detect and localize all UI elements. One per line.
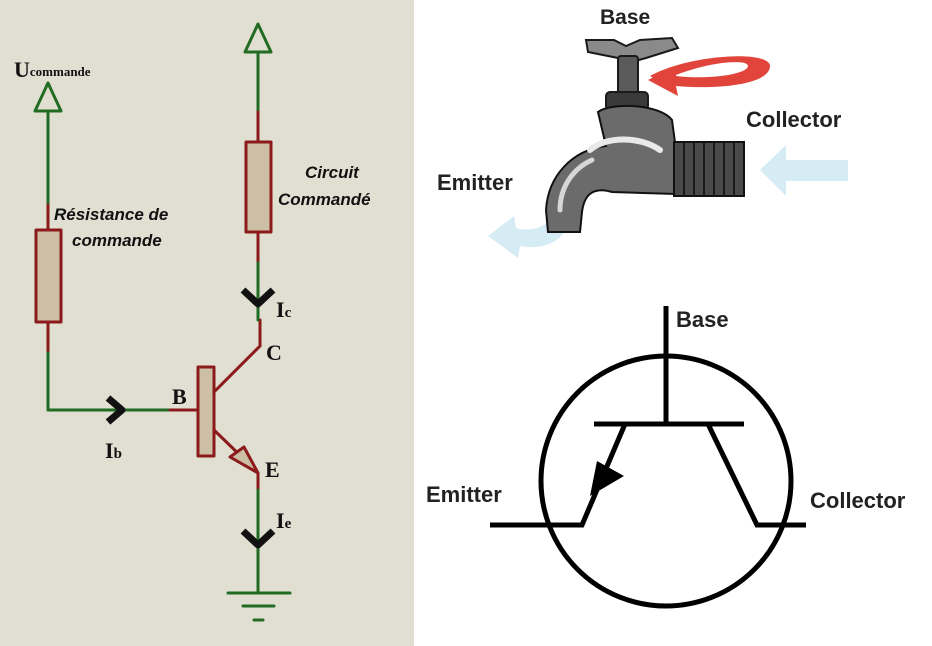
base-letter: B xyxy=(172,384,187,409)
resistor-label-line1: Résistance de xyxy=(54,205,168,224)
water-inflow-arrow-icon xyxy=(760,145,848,196)
ib-label: Ib xyxy=(105,438,122,463)
base-wire xyxy=(46,351,172,412)
ground-icon xyxy=(226,591,292,622)
ib-chevron-icon xyxy=(105,395,126,425)
faucet-body xyxy=(544,104,677,233)
transistor-symbol xyxy=(490,306,806,609)
rotation-arrow-icon xyxy=(648,56,770,96)
circuit-schematic xyxy=(33,22,292,622)
faucet-thread xyxy=(673,141,745,197)
emitter-arrow-icon xyxy=(228,445,260,475)
symbol-emitter-label: Emitter xyxy=(426,482,502,507)
collector-diagonal xyxy=(212,344,262,394)
ie-label: Ie xyxy=(276,508,292,533)
symbol-emitter-lead xyxy=(490,423,628,528)
ucommande-label: Ucommande xyxy=(14,57,91,82)
load-label-line2: Commandé xyxy=(278,190,371,209)
collector-letter: C xyxy=(266,340,282,365)
circuit-panel-background xyxy=(0,0,414,646)
faucet-base-label: Base xyxy=(600,6,650,29)
ic-label: Ic xyxy=(276,297,292,322)
symbol-emitter-arrow-icon xyxy=(590,461,624,496)
controlled-circuit-load xyxy=(244,140,273,234)
ie-chevron-icon xyxy=(240,528,276,549)
symbol-base-label: Base xyxy=(676,307,729,332)
load-label-line1: Circuit xyxy=(305,163,360,182)
ic-chevron-icon xyxy=(240,287,276,308)
resistor-label-line2: commande xyxy=(72,231,162,250)
control-resistor xyxy=(34,228,63,324)
symbol-collector-label: Collector xyxy=(810,488,906,513)
faucet-collector-label: Collector xyxy=(746,107,842,132)
faucet-illustration xyxy=(488,36,848,258)
symbol-collector-lead xyxy=(705,422,806,528)
faucet-emitter-label: Emitter xyxy=(437,170,513,195)
transistor-base-bar xyxy=(196,365,216,458)
emitter-letter: E xyxy=(265,457,280,482)
faucet-handle xyxy=(584,36,680,64)
